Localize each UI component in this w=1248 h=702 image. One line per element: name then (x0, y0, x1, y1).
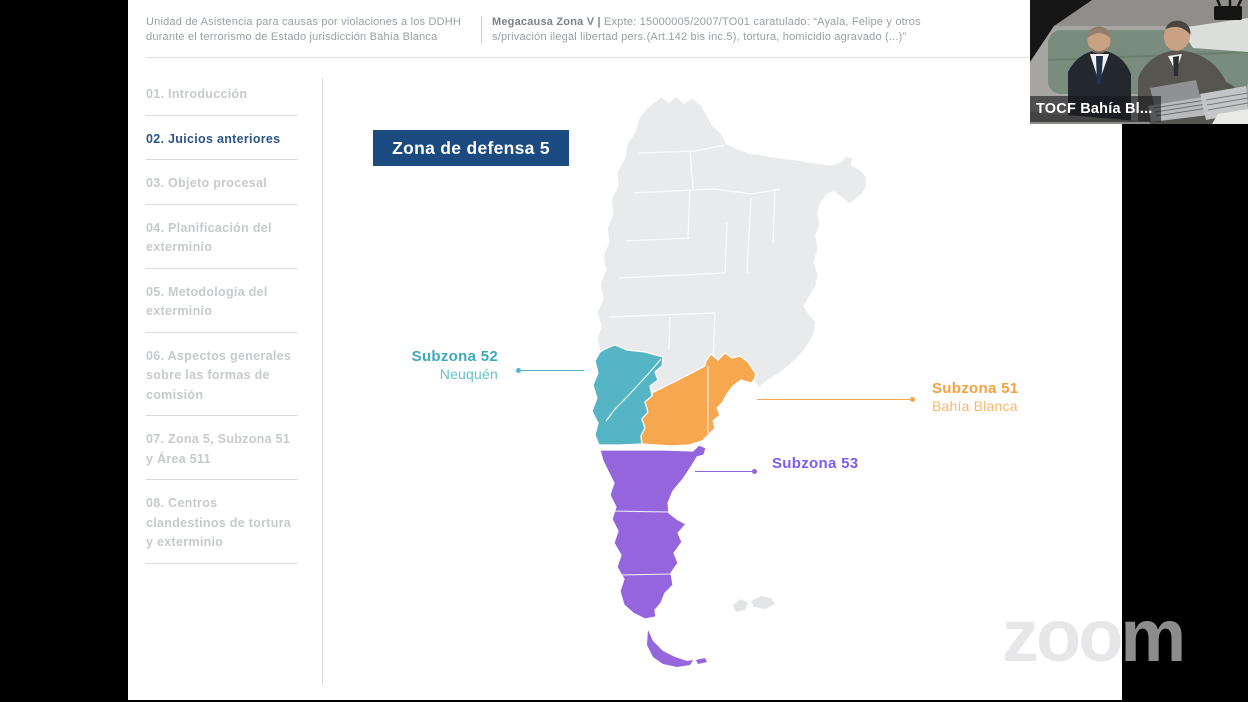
sidebar-item-metodologia[interactable]: 05. Metodología del exterminio (146, 278, 298, 333)
participant-video-tile[interactable]: TOCF Bahía Bl... (1030, 0, 1248, 124)
participant-name-label: TOCF Bahía Bl... (1030, 96, 1161, 122)
label-subzona-51-place: Bahía Blanca (932, 398, 1018, 414)
header-case-name: Megacausa Zona V | (492, 16, 601, 28)
label-subzona-51-name: Subzona 51 (932, 380, 1019, 397)
map-province-borders (608, 144, 781, 360)
presentation-slide: zoom Unidad de Asistencia para causas po… (128, 0, 1122, 700)
header-unit-line1: Unidad de Asistencia para causas por vio… (146, 16, 462, 28)
label-subzona-52-place: Neuquén (439, 366, 498, 382)
map-region-north (596, 95, 868, 393)
slide-index-sidebar: 01. Introducción 02. Juicios anteriores … (146, 80, 298, 573)
sidebar-item-objeto-procesal[interactable]: 03. Objeto procesal (146, 169, 298, 205)
label-subzona-53: Subzona 53 (772, 455, 858, 472)
sidebar-item-centros-clandestinos[interactable]: 08. Centros clandestinos de tortura y ex… (146, 489, 298, 564)
sidebar-item-juicios-anteriores[interactable]: 02. Juicios anteriores (146, 125, 298, 160)
sidebar-item-planificacion[interactable]: 04. Planificación del exterminio (146, 214, 298, 269)
label-subzona-52: Subzona 52 Neuquén (378, 348, 498, 382)
leader-line-subzona-51 (757, 397, 915, 402)
header-unit-line2: durante el terrorismo de Estado jurisdic… (146, 31, 438, 43)
leader-line-subzona-53 (695, 469, 757, 474)
slide-title: Zona de defensa 5 (373, 130, 569, 166)
header-rule (146, 57, 1104, 58)
leader-line (757, 399, 910, 400)
map-zone-53-inner-borders (607, 510, 673, 576)
label-subzona-51: Subzona 51 Bahía Blanca (932, 380, 1018, 414)
header-divider (481, 16, 482, 44)
map-zone-52-inner-border (605, 358, 662, 422)
map-region-tierra-del-fuego (647, 630, 693, 667)
sidebar-item-introduccion[interactable]: 01. Introducción (146, 80, 298, 116)
leader-dot (516, 368, 521, 373)
header-case-title: Megacausa Zona V | Expte: 15000005/2007/… (492, 15, 942, 45)
map-zone-subzona-53[interactable] (599, 444, 707, 620)
header-unit-name: Unidad de Asistencia para causas por vio… (146, 15, 476, 45)
leader-dot (910, 397, 915, 402)
argentina-map (591, 95, 868, 667)
map-zone-subzona-51[interactable] (640, 352, 757, 447)
leader-dot (752, 469, 757, 474)
map-islet (696, 658, 707, 664)
map-region-malvinas (733, 596, 775, 612)
label-subzona-53-name: Subzona 53 (772, 455, 859, 472)
leader-line (521, 370, 584, 371)
sidebar-item-zona-5[interactable]: 07. Zona 5, Subzona 51 y Área 511 (146, 425, 298, 480)
sidebar-divider (322, 78, 323, 686)
leader-line-subzona-52 (516, 368, 584, 373)
sidebar-item-aspectos-generales[interactable]: 06. Aspectos generales sobre las formas … (146, 342, 298, 416)
header-case-detail: Expte: 15000005/2007/TO01 caratulado: “A… (492, 16, 921, 43)
label-subzona-52-name: Subzona 52 (411, 348, 498, 365)
leader-line (695, 471, 752, 472)
zoom-watermark: zoom (1002, 594, 1122, 677)
